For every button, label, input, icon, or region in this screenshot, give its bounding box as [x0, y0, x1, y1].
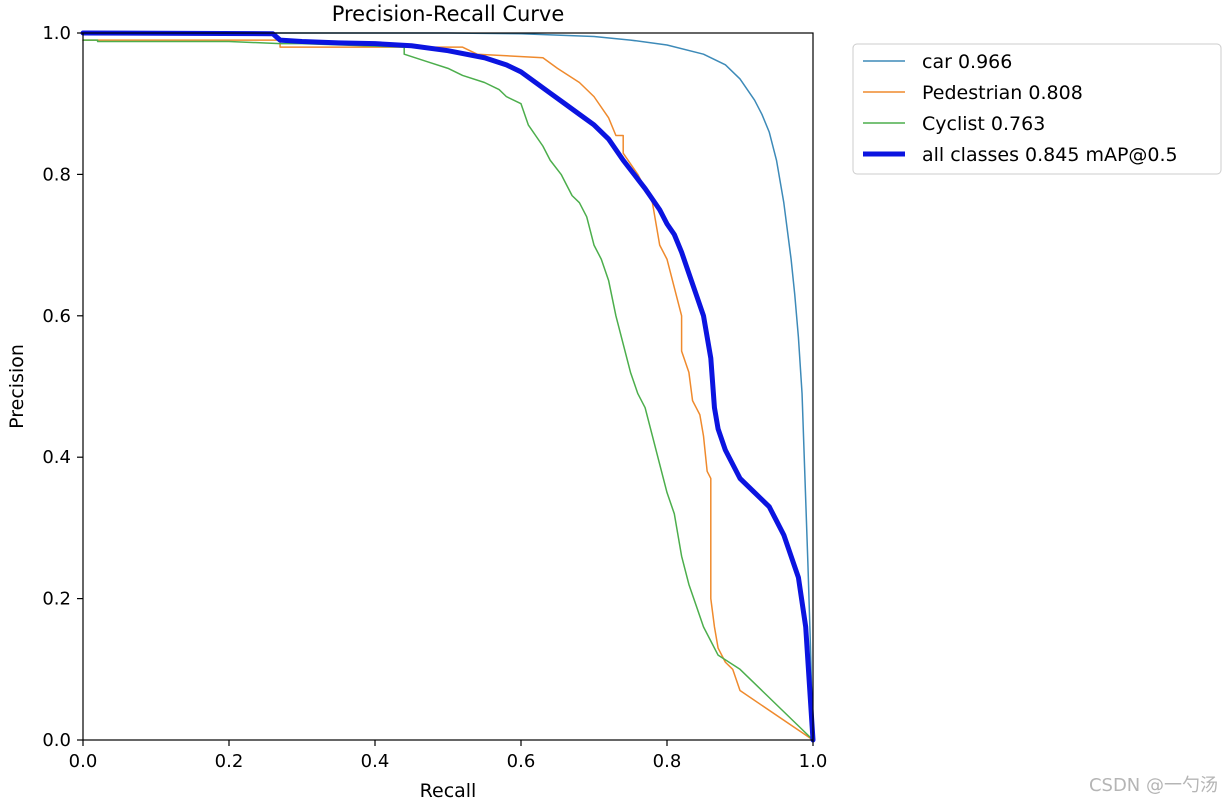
plot-frame: [82, 32, 814, 741]
series-line-2: [82, 39, 814, 741]
x-tick-label: 0.8: [653, 751, 682, 772]
legend-entry-1: Pedestrian 0.808: [922, 82, 1083, 104]
y-tick-label: 1.0: [42, 23, 71, 44]
legend: car 0.966 Pedestrian 0.808 Cyclist 0.763 al…: [852, 43, 1222, 175]
y-tick-label: 0.6: [42, 306, 71, 327]
y-axis: 0.0 0.2 0.4 0.6 0.8 1.0: [42, 23, 83, 751]
legend-entry-2: Cyclist 0.763: [922, 113, 1045, 135]
legend-entry-3: all classes 0.845 mAP@0.5: [922, 144, 1178, 166]
chart-title: Precision-Recall Curve: [332, 2, 565, 26]
series-line-3: [80, 30, 816, 743]
y-tick-label: 0.0: [42, 730, 71, 751]
series-line-0: [82, 32, 814, 741]
x-tick-label: 0.4: [361, 751, 390, 772]
legend-entry-0: car 0.966: [922, 51, 1012, 73]
y-tick-label: 0.2: [42, 589, 71, 610]
x-tick-label: 1.0: [799, 751, 828, 772]
x-tick-label: 0.2: [215, 751, 244, 772]
y-tick-label: 0.8: [42, 164, 71, 185]
y-tick-label: 0.4: [42, 447, 71, 468]
x-axis: 0.0 0.2 0.4 0.6 0.8 1.0: [69, 740, 828, 772]
legend-frame: [852, 43, 1222, 175]
x-axis-label: Recall: [420, 780, 477, 802]
watermark: CSDN @一勺汤: [1088, 775, 1218, 796]
plot-area: [80, 30, 816, 743]
x-tick-label: 0.0: [69, 751, 98, 772]
series-line-1: [82, 39, 814, 741]
y-axis-label: Precision: [6, 344, 28, 429]
x-tick-label: 0.6: [507, 751, 536, 772]
